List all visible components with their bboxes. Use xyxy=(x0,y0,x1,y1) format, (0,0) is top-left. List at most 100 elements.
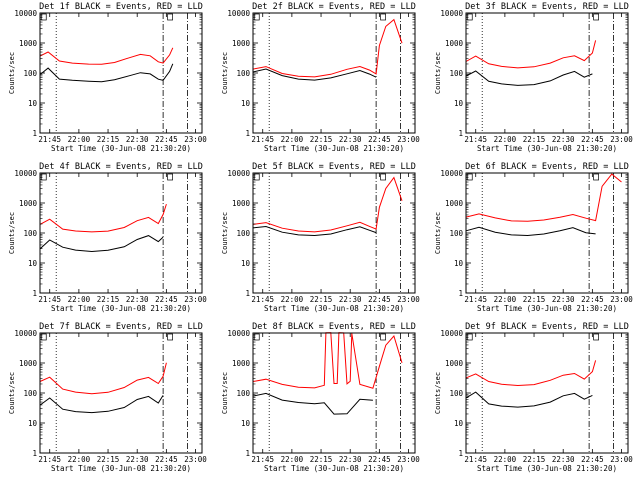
chart-title: Det 4f BLACK = Events, RED = LLD xyxy=(39,162,203,172)
x-tick-label: 22:00 xyxy=(68,135,91,144)
y-tick-label: 1000 xyxy=(19,359,38,368)
lld-series-line xyxy=(252,176,403,233)
plot-frame xyxy=(39,172,203,294)
x-tick-label: 23:00 xyxy=(610,295,633,304)
attenuator-state-marker xyxy=(40,173,47,181)
y-tick-label: 1000 xyxy=(445,199,464,208)
lld-series-line xyxy=(39,203,167,233)
y-tick-label: 1 xyxy=(458,129,463,138)
y-tick-label: 1 xyxy=(32,449,37,458)
y-tick-label: 1000 xyxy=(445,359,464,368)
attenuator-state-marker xyxy=(167,333,173,341)
attenuator-state-marker xyxy=(593,333,599,341)
chart-panel-1: Det 1f BLACK = Events, RED = LLD 1 10 100 10… xyxy=(8,2,207,153)
y-tick-label: 10000 xyxy=(440,169,463,178)
y-axis-label: Counts/sec xyxy=(8,52,16,94)
x-axis-label: Start Time (30-Jun-08 21:30:20) xyxy=(477,144,617,153)
events-series-line xyxy=(39,63,174,83)
x-tick-label: 23:00 xyxy=(184,135,207,144)
x-axis-label: Start Time (30-Jun-08 21:30:20) xyxy=(51,304,191,313)
x-tick-label: 22:30 xyxy=(126,135,149,144)
y-tick-label: 10 xyxy=(454,99,464,108)
chart-title: Det 6f BLACK = Events, RED = LLD xyxy=(465,162,629,172)
x-axis-label: Start Time (30-Jun-08 21:30:20) xyxy=(51,464,191,473)
x-tick-label: 22:00 xyxy=(494,455,517,464)
lld-series-line xyxy=(252,18,403,78)
y-tick-label: 1000 xyxy=(445,39,464,48)
x-tick-label: 22:15 xyxy=(523,295,546,304)
y-tick-label: 1000 xyxy=(19,39,38,48)
chart-panel-8: Det 8f BLACK = Events, RED = LLD 1 10 100 10… xyxy=(221,322,420,473)
y-axis-label: Counts/sec xyxy=(434,372,442,414)
y-tick-label: 100 xyxy=(449,69,463,78)
y-axis-label: Counts/sec xyxy=(221,372,229,414)
chart-panel-2: Det 2f BLACK = Events, RED = LLD 1 10 100 10… xyxy=(221,2,420,153)
lld-series-line xyxy=(252,332,403,389)
x-tick-label: 23:00 xyxy=(184,455,207,464)
lld-series-line xyxy=(39,362,167,395)
plot-frame xyxy=(252,332,416,454)
y-axis-label: Counts/sec xyxy=(434,52,442,94)
y-tick-label: 10 xyxy=(454,419,464,428)
y-tick-label: 100 xyxy=(449,389,463,398)
y-axis-label: Counts/sec xyxy=(8,212,16,254)
x-tick-label: 21:45 xyxy=(38,135,61,144)
x-tick-label: 22:45 xyxy=(368,455,391,464)
x-tick-label: 22:30 xyxy=(126,295,149,304)
x-tick-label: 21:45 xyxy=(251,135,274,144)
x-tick-label: 22:15 xyxy=(97,295,120,304)
x-axis-label: Start Time (30-Jun-08 21:30:20) xyxy=(477,464,617,473)
chart-title: Det 8f BLACK = Events, RED = LLD xyxy=(252,322,416,332)
attenuator-state-marker xyxy=(253,13,260,21)
x-tick-label: 22:00 xyxy=(281,135,304,144)
y-tick-label: 1 xyxy=(458,449,463,458)
x-tick-label: 23:00 xyxy=(397,455,420,464)
y-tick-label: 10000 xyxy=(440,329,463,338)
events-series-line xyxy=(39,235,164,253)
y-tick-label: 10000 xyxy=(440,9,463,18)
x-tick-label: 22:45 xyxy=(155,455,178,464)
chart-panel-5: Det 5f BLACK = Events, RED = LLD 1 10 100 10… xyxy=(221,162,420,313)
x-tick-label: 23:00 xyxy=(184,295,207,304)
y-tick-label: 10 xyxy=(28,259,38,268)
attenuator-state-marker xyxy=(466,333,473,341)
events-series-line xyxy=(252,225,377,237)
x-tick-label: 21:45 xyxy=(38,295,61,304)
y-tick-label: 100 xyxy=(449,229,463,238)
x-tick-label: 22:30 xyxy=(339,455,362,464)
events-series-line xyxy=(252,392,373,415)
y-tick-label: 1 xyxy=(458,289,463,298)
y-axis-label: Counts/sec xyxy=(221,52,229,94)
x-tick-label: 22:00 xyxy=(494,295,517,304)
y-tick-label: 10 xyxy=(241,99,251,108)
x-tick-label: 22:45 xyxy=(581,295,604,304)
lld-series-line xyxy=(39,47,174,65)
events-series-line xyxy=(465,391,593,408)
lld-series-line xyxy=(465,360,597,387)
y-tick-label: 10000 xyxy=(227,9,250,18)
y-tick-label: 10 xyxy=(28,419,38,428)
chart-title: Det 1f BLACK = Events, RED = LLD xyxy=(39,2,203,12)
x-tick-label: 22:15 xyxy=(310,295,333,304)
x-tick-label: 21:45 xyxy=(251,295,274,304)
y-tick-label: 1000 xyxy=(232,199,251,208)
chart-title: Det 3f BLACK = Events, RED = LLD xyxy=(465,2,629,12)
chart-panel-6: Det 6f BLACK = Events, RED = LLD 1 10 100 10… xyxy=(434,162,633,313)
y-tick-label: 10 xyxy=(241,419,251,428)
x-tick-label: 23:00 xyxy=(610,135,633,144)
attenuator-state-marker xyxy=(40,13,47,21)
attenuator-state-marker xyxy=(40,333,47,341)
x-tick-label: 22:30 xyxy=(552,455,575,464)
y-axis-label: Counts/sec xyxy=(434,212,442,254)
y-tick-label: 100 xyxy=(23,229,37,238)
y-tick-label: 10000 xyxy=(14,329,37,338)
y-axis-label: Counts/sec xyxy=(221,212,229,254)
attenuator-state-marker xyxy=(466,173,473,181)
y-tick-label: 1 xyxy=(32,289,37,298)
lld-series-line xyxy=(465,40,597,69)
x-tick-label: 22:45 xyxy=(155,295,178,304)
x-tick-label: 21:45 xyxy=(38,455,61,464)
chart-panel-7: Det 7f BLACK = Events, RED = LLD 1 10 100 10… xyxy=(8,322,207,473)
x-axis-label: Start Time (30-Jun-08 21:30:20) xyxy=(51,144,191,153)
x-tick-label: 23:00 xyxy=(610,455,633,464)
